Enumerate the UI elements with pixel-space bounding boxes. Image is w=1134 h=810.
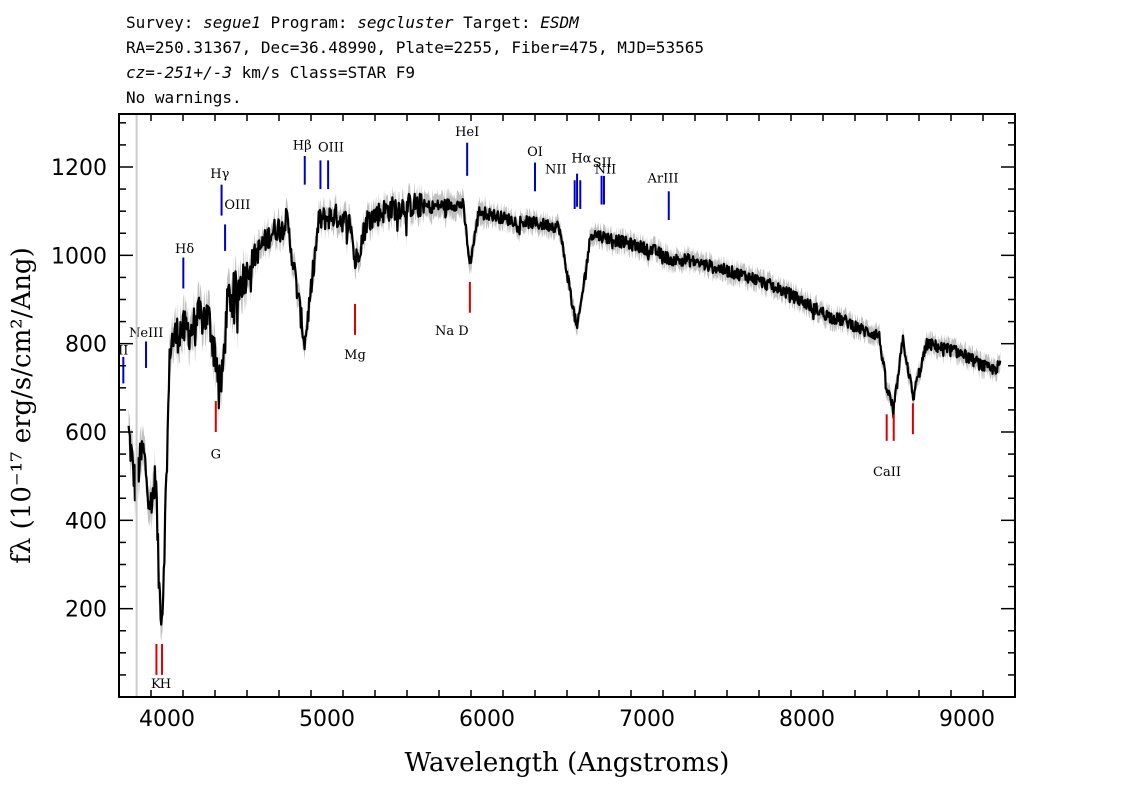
absorption-line-label: CaII (873, 465, 901, 480)
emission-line-label: NII (595, 163, 617, 178)
absorption-line-label: H (160, 677, 171, 692)
error-band-area (128, 182, 1001, 643)
x-tick-labels: 4000 5000 6000 7000 8000 9000 (139, 707, 995, 732)
y-tick-labels: 200 400 600 800 1000 1200 (51, 156, 107, 623)
x-tick-label: 4000 (139, 707, 195, 732)
x-tick-label: 6000 (459, 707, 515, 732)
absorption-line-label: Mg (344, 348, 366, 363)
error-band (128, 182, 1001, 643)
header-line-coordinates: RA=250.31367, Dec=36.48990, Plate=2255, … (126, 38, 704, 57)
absorption-line-label: K (151, 677, 161, 692)
header-line-redshift-class: cz=-251+/-3 km/s Class=STAR F9 (126, 63, 415, 82)
emission-line-label: II (118, 344, 128, 359)
emission-line-label: Hα (571, 152, 591, 167)
emission-line-label: OIII (224, 198, 250, 213)
y-tick-label: 600 (65, 421, 107, 446)
header-survey-part: Survey: (126, 13, 203, 32)
x-tick-label: 7000 (619, 707, 675, 732)
emission-line-label: NII (545, 163, 567, 178)
emission-line-label: NeIII (129, 326, 163, 341)
header-line-warnings: No warnings. (126, 88, 242, 107)
x-tick-label: 9000 (939, 707, 995, 732)
x-tick-label: 5000 (299, 707, 355, 732)
y-tick-label: 800 (65, 333, 107, 358)
x-tick-label: 8000 (779, 707, 835, 732)
absorption-line-label: Na D (435, 324, 469, 339)
emission-line-label: Hγ (210, 167, 229, 182)
header-redshift-part: cz= (126, 63, 155, 82)
header-survey-part: ESDM (540, 13, 580, 32)
y-tick-label: 1200 (51, 156, 107, 181)
flux-spectrum-line (127, 192, 1002, 626)
absorption-line-label: G (211, 448, 221, 463)
plot-frame (118, 113, 1016, 698)
chart-header: Survey: segue1 Program: segcluster Targe… (126, 13, 704, 107)
emission-line-label: OI (527, 145, 543, 160)
flux-line (127, 192, 1002, 626)
y-tick-label: 400 (65, 509, 107, 534)
header-line-survey: Survey: segue1 Program: segcluster Targe… (126, 13, 580, 32)
header-redshift-part: -251+/-3 (155, 63, 232, 82)
x-axis-label: Wavelength (Angstroms) (405, 748, 730, 778)
header-redshift-part: km/s Class=STAR F9 (232, 63, 415, 82)
emission-line-label: HeI (455, 125, 479, 140)
absorption-line-markers: K H G Mg Na D CaII (151, 281, 914, 692)
header-survey-part: Target: (454, 13, 541, 32)
emission-line-label: OIII (318, 141, 344, 156)
y-tick-label: 200 (65, 598, 107, 623)
emission-line-label: SII (593, 156, 612, 171)
header-survey-part: segue1 (203, 13, 261, 32)
y-axis-label: fλ (10⁻¹⁷ erg/s/cm²/Ang) (7, 247, 37, 563)
emission-line-label: Hδ (175, 242, 194, 257)
emission-line-label: ArIII (646, 171, 678, 186)
emission-line-label: Hβ (293, 138, 312, 153)
header-survey-part: Program: (261, 13, 357, 32)
header-survey-part: segcluster (357, 13, 454, 32)
axis-ticks (119, 114, 1016, 697)
y-tick-label: 1000 (51, 244, 107, 269)
